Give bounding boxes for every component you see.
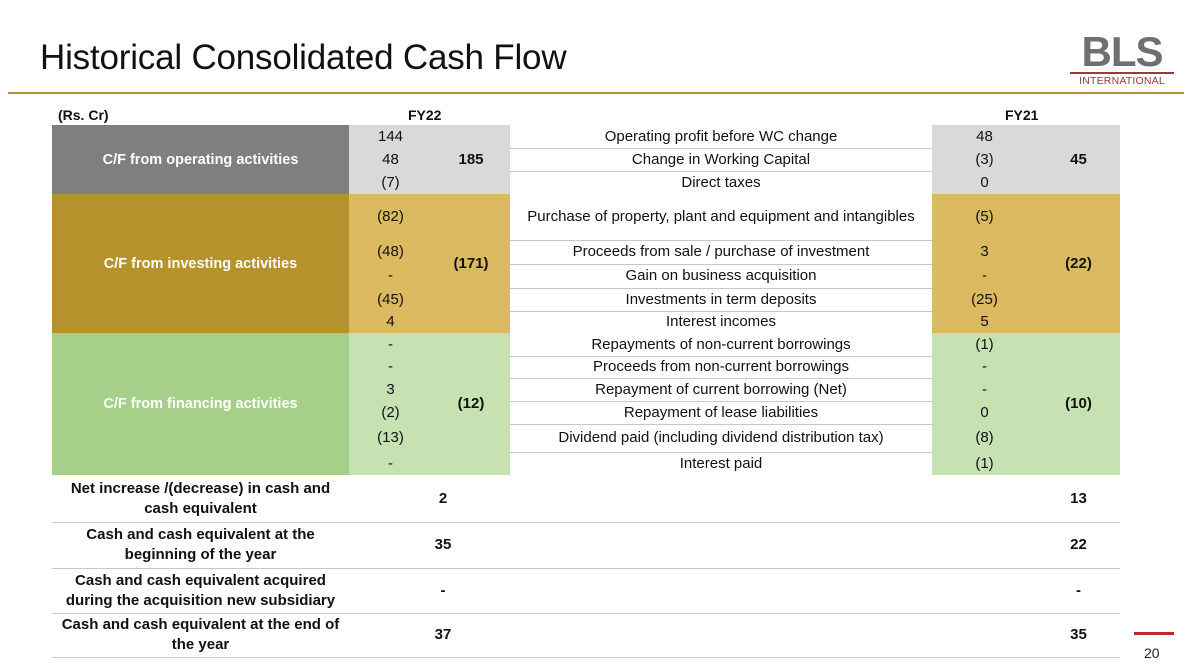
- title-divider: [8, 92, 1184, 94]
- section-divider: [52, 194, 1120, 195]
- fy21-band-financing: [932, 333, 1120, 475]
- fy22-value: -: [388, 358, 393, 375]
- section-label-financing: C/F from financing activities: [52, 333, 349, 475]
- unit-header: (Rs. Cr): [58, 107, 109, 123]
- line-item-description: Change in Working Capital: [631, 150, 811, 168]
- row-divider: [510, 171, 932, 172]
- fy22-value: (45): [377, 290, 404, 308]
- fy22-value: (82): [377, 208, 404, 225]
- slide-number: 20: [1144, 645, 1160, 661]
- fy21-value: -: [982, 267, 987, 284]
- fy21-value: 0: [980, 403, 989, 421]
- fy21-value: 3: [980, 243, 989, 260]
- fy22-value: 144: [377, 127, 404, 145]
- summary-fy21-value: -: [1076, 581, 1081, 599]
- section-divider: [52, 475, 1120, 476]
- fy22-value: -: [388, 335, 393, 353]
- fy22-value: -: [388, 454, 393, 472]
- line-item-description: Investments in term deposits: [625, 290, 817, 308]
- line-item-description: Repayment of lease liabilities: [623, 403, 819, 421]
- row-divider: [510, 401, 932, 402]
- line-item-description: Gain on business acquisition: [625, 267, 817, 284]
- summary-fy22-value: 2: [438, 489, 448, 507]
- summary-label: Cash and cash equivalent at the end of t…: [61, 616, 340, 653]
- fy22-value: (2): [381, 403, 400, 421]
- row-divider: [510, 311, 932, 312]
- summary-fy22-value: 37: [434, 626, 452, 643]
- fy21-value: -: [982, 358, 987, 375]
- summary-fy21-value: 22: [1070, 536, 1087, 553]
- fy22-value: (7): [381, 173, 400, 191]
- line-item-description: Direct taxes: [681, 173, 761, 191]
- line-item-description: Interest paid: [679, 454, 763, 472]
- summary-label: Cash and cash equivalent at the beginnin…: [86, 526, 315, 563]
- row-divider: [52, 568, 1120, 569]
- line-item-description: Purchase of property, plant and equipmen…: [527, 208, 915, 225]
- total-fy22-investing: (171): [453, 254, 489, 272]
- line-item-description: Repayment of current borrowing (Net): [595, 380, 847, 398]
- fy22-band-operating: [349, 125, 510, 194]
- page-title: Historical Consolidated Cash Flow: [40, 38, 567, 77]
- slide-number-bar: [1134, 632, 1174, 635]
- line-item-description: Interest incomes: [665, 313, 777, 330]
- fy21-value: (3): [975, 150, 994, 168]
- line-item-description: Proceeds from sale / purchase of investm…: [572, 243, 870, 260]
- fy22-value: 48: [382, 150, 399, 168]
- row-divider: [510, 240, 932, 241]
- fy21-value: 5: [980, 313, 989, 330]
- section-label-investing: C/F from investing activities: [52, 194, 349, 333]
- fy22-header: FY22: [408, 107, 442, 123]
- fy22-value: -: [388, 267, 393, 284]
- summary-label: Cash and cash equivalent acquired during…: [65, 571, 336, 609]
- fy21-value: (25): [971, 290, 998, 308]
- fy21-value: 0: [980, 173, 989, 191]
- fy21-value: (1): [975, 335, 994, 353]
- total-fy21-financing: (10): [1065, 395, 1092, 412]
- line-item-description: Operating profit before WC change: [604, 127, 838, 145]
- row-divider: [510, 288, 932, 289]
- fy21-value: (5): [975, 208, 994, 225]
- row-divider: [52, 613, 1120, 614]
- line-item-description: Repayments of non-current borrowings: [591, 335, 851, 353]
- total-fy21-investing: (22): [1065, 254, 1092, 272]
- fy22-value: (48): [377, 243, 404, 260]
- fy21-value: -: [982, 380, 987, 398]
- total-fy21-operating: 45: [1070, 150, 1087, 168]
- fy21-value: 48: [976, 127, 993, 145]
- section-label-operating: C/F from operating activities: [52, 125, 349, 194]
- row-divider: [510, 424, 932, 425]
- total-fy22-operating: 185: [458, 150, 484, 168]
- fy22-value: 4: [386, 313, 395, 330]
- line-item-description: Proceeds from non-current borrowings: [593, 358, 849, 375]
- fy22-band-investing: [349, 194, 510, 333]
- fy21-value: (1): [975, 454, 994, 472]
- total-fy22-financing: (12): [457, 395, 485, 412]
- summary-label: Net increase /(decrease) in cash and cas…: [70, 479, 331, 517]
- fy22-value: 3: [386, 380, 395, 398]
- bls-logo: BLS INTERNATIONAL: [1070, 30, 1174, 88]
- row-divider: [510, 148, 932, 149]
- row-divider: [510, 378, 932, 379]
- summary-fy21-value: 35: [1070, 626, 1087, 643]
- line-item-description: Dividend paid (including dividend distri…: [558, 429, 884, 446]
- fy21-band-operating: [932, 125, 1120, 194]
- fy21-value: (8): [975, 429, 994, 446]
- section-divider: [52, 333, 1120, 334]
- row-divider: [52, 657, 1120, 658]
- logo-subtitle: INTERNATIONAL: [1079, 75, 1165, 87]
- row-divider: [510, 356, 932, 357]
- fy22-value: (13): [377, 429, 404, 446]
- fy21-header: FY21: [1005, 107, 1039, 123]
- row-divider: [510, 452, 932, 453]
- summary-fy22-value: 35: [434, 536, 452, 553]
- summary-fy21-value: 13: [1070, 489, 1087, 507]
- fy22-band-financing: [349, 333, 510, 475]
- summary-fy22-value: -: [440, 581, 446, 599]
- row-divider: [510, 264, 932, 265]
- row-divider: [52, 522, 1120, 523]
- logo-bar: [1070, 72, 1174, 74]
- logo-letters: BLS: [1081, 28, 1164, 75]
- fy21-band-investing: [932, 194, 1120, 333]
